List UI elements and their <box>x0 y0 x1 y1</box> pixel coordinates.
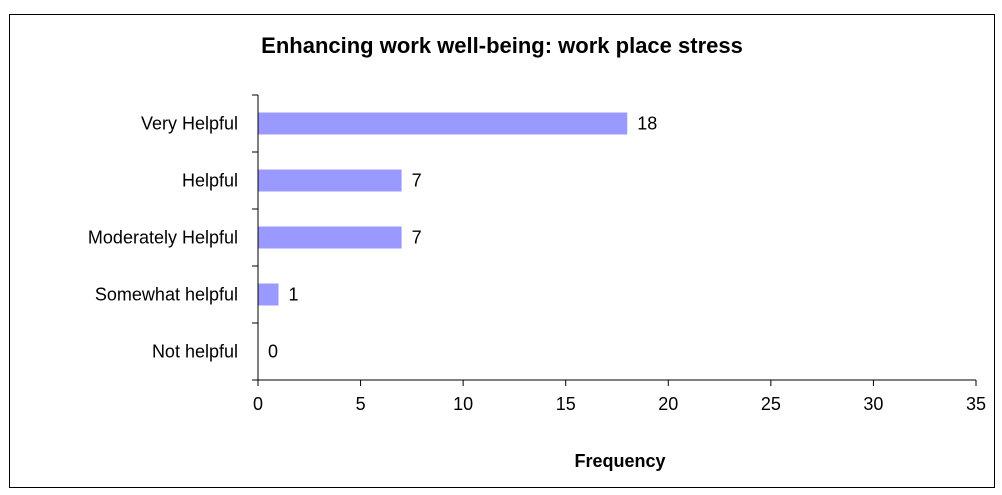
category-label-0: Very Helpful <box>141 114 238 134</box>
plot-area: Very Helpful 18 Helpful 7 Moderately Helpful… <box>88 94 986 414</box>
x-axis-label: Frequency <box>574 451 665 471</box>
x-tick-label-7: 35 <box>966 394 986 414</box>
x-tick-label-3: 15 <box>556 394 576 414</box>
category-label-4: Not helpful <box>152 342 238 362</box>
category-label-3: Somewhat helpful <box>95 285 238 305</box>
data-label-1: 7 <box>412 171 422 191</box>
category-label-2: Moderately Helpful <box>88 228 238 248</box>
data-label-4: 0 <box>268 342 278 362</box>
x-tick-label-2: 10 <box>453 394 473 414</box>
category-label-1: Helpful <box>182 171 238 191</box>
x-tick-label-0: 0 <box>253 394 263 414</box>
data-label-0: 18 <box>637 114 657 134</box>
bar-0 <box>258 112 628 135</box>
bar-1 <box>258 169 402 192</box>
bar-2 <box>258 226 402 249</box>
data-label-3: 1 <box>289 285 299 305</box>
x-tick-label-5: 25 <box>761 394 781 414</box>
bar-chart: Enhancing work well-being: work place st… <box>88 33 986 471</box>
chart-title: Enhancing work well-being: work place st… <box>261 33 743 58</box>
x-tick-label-4: 20 <box>658 394 678 414</box>
chart-frame: Enhancing work well-being: work place st… <box>9 14 995 488</box>
x-tick-label-1: 5 <box>356 394 366 414</box>
data-label-2: 7 <box>412 228 422 248</box>
bar-3 <box>258 283 279 306</box>
x-tick-label-6: 30 <box>863 394 883 414</box>
